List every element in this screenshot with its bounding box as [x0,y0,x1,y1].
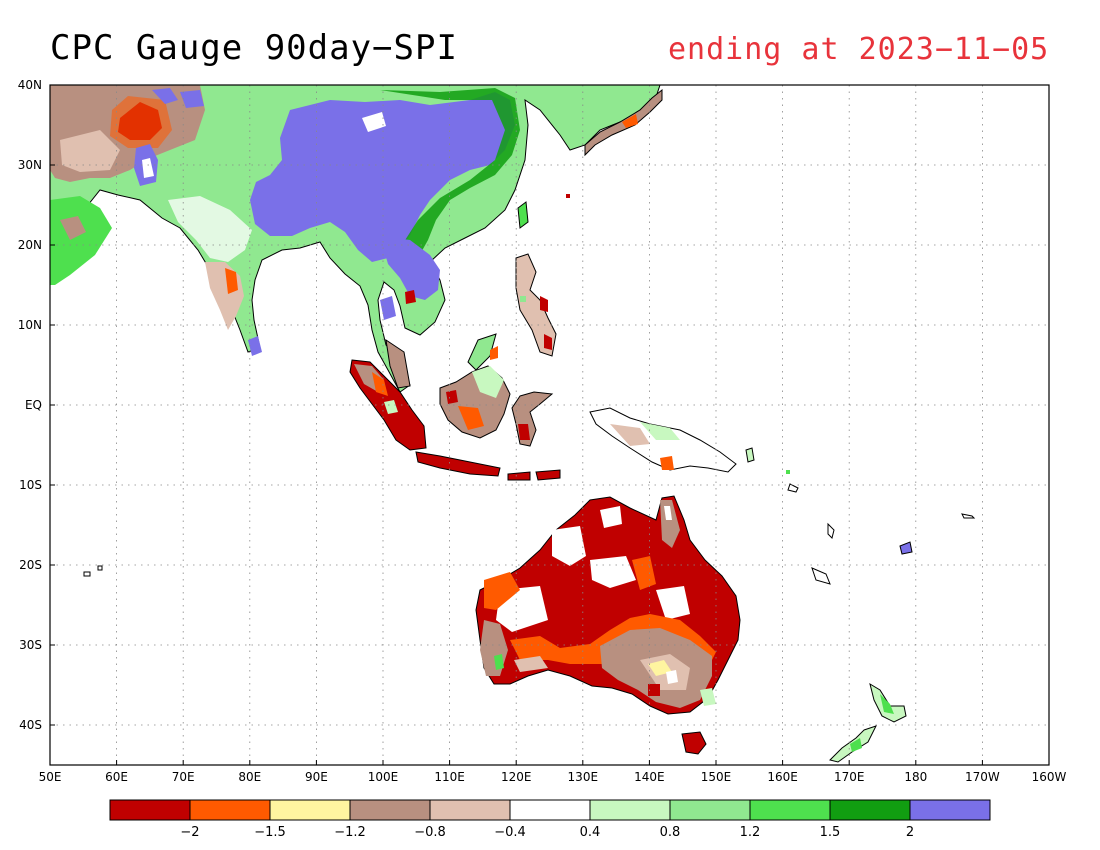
lon-tick-label: 170W [965,770,1000,784]
lon-tick-label: 110E [434,770,465,784]
latitude-axis: 40N 30N 20N 10N EQ 10S 20S 30S 40S [18,78,55,732]
colorbar-label: −1.5 [254,825,286,840]
lat-tick-label: 10N [18,318,42,332]
colorbar-label: 0.4 [580,825,601,840]
lon-tick-label: 130E [568,770,599,784]
lat-tick-label: 20N [18,238,42,252]
colorbar-swatch [909,799,991,821]
colorbar-label: −2 [180,825,199,840]
map-content [50,85,976,763]
lat-tick-label: 30N [18,158,42,172]
colorbar-label: −0.8 [414,825,446,840]
colorbar-swatch [509,799,591,821]
lon-tick-label: 180 [904,770,927,784]
australia [475,495,741,715]
japan [555,88,663,157]
map-title: CPC Gauge 90day−SPI [50,28,458,68]
tasmania [681,731,707,755]
colorbar: −2 −1.5 −1.2 −0.8 −0.4 0.4 0.8 1.2 1.5 2 [109,799,991,840]
lon-tick-label: 90E [305,770,328,784]
map-grid [50,85,1049,765]
lat-tick-label: 10S [19,478,42,492]
colorbar-label: 2 [906,825,914,840]
lon-tick-label: 100E [368,770,399,784]
colorbar-swatch [829,799,911,821]
new-zealand [829,682,907,763]
colorbar-label: 0.8 [660,825,681,840]
map-frame [49,84,1050,766]
lon-tick-label: 170E [834,770,865,784]
colorbar-swatch [349,799,431,821]
lon-tick-label: 120E [501,770,532,784]
lat-tick-label: 30S [19,638,42,652]
colorbar-label: −0.4 [494,825,526,840]
sulawesi [511,391,554,447]
borneo [439,365,511,439]
lat-tick-label: 40N [18,78,42,92]
colorbar-label: 1.5 [820,825,841,840]
lon-tick-label: 160E [767,770,798,784]
lat-tick-label: EQ [25,398,42,412]
lon-tick-label: 80E [238,770,261,784]
philippines [467,201,557,371]
lon-tick-label: 50E [39,770,62,784]
colorbar-swatch [109,799,191,821]
longitude-axis: 50E 60E 70E 80E 90E 100E 110E 120E 130E 140E 150E 1… [39,760,1067,784]
asia-landmass [50,85,661,393]
lon-tick-label: 140E [634,770,665,784]
colorbar-swatch [589,799,671,821]
lon-tick-label: 60E [105,770,128,784]
lat-tick-label: 40S [19,718,42,732]
map-date-subtitle: ending at 2023−11−05 [668,32,1050,67]
colorbar-swatch [749,799,831,821]
lat-tick-label: 20S [19,558,42,572]
lon-tick-label: 70E [172,770,195,784]
lon-tick-label: 160W [1032,770,1067,784]
lon-tick-label: 150E [701,770,732,784]
new-guinea [589,407,737,473]
java [415,451,561,481]
colorbar-swatch [189,799,271,821]
colorbar-label: 1.2 [740,825,761,840]
pacific-islands [83,194,976,585]
colorbar-swatch [269,799,351,821]
colorbar-label: −1.2 [334,825,366,840]
colorbar-swatch [429,799,511,821]
colorbar-swatch [669,799,751,821]
